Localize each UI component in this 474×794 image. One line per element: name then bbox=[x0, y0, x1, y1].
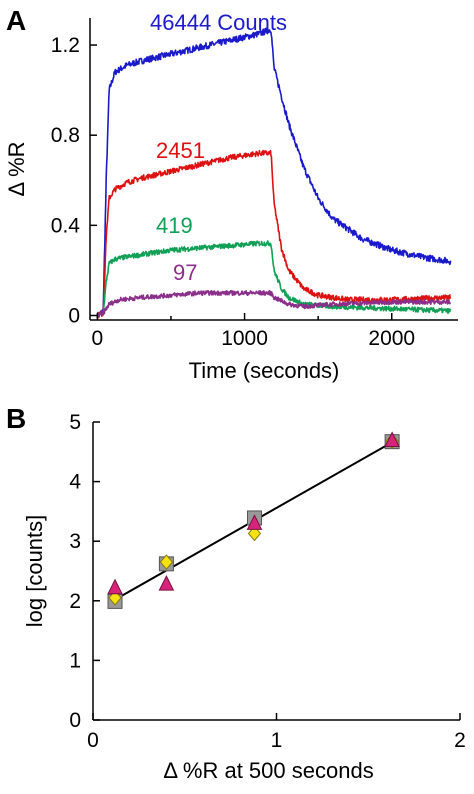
panel-b-triangle-point bbox=[158, 574, 175, 591]
panel-b-x-tick-label: 0 bbox=[87, 729, 99, 752]
panel-a-series-line bbox=[96, 289, 452, 318]
panel-a-traces: 46444 Counts 2451 419 97 bbox=[96, 10, 452, 319]
panel-letter-b: B bbox=[6, 403, 26, 434]
panel-b-x-tick-label: 2 bbox=[454, 729, 466, 752]
panel-a-x-tick-label: 0 bbox=[92, 327, 104, 350]
panel-b-y-tick-label: 3 bbox=[69, 530, 81, 553]
panel-a: A 46444 Counts 2451 419 97 0 0.4 0.8 1.2 0 1000 2… bbox=[4, 5, 458, 383]
panel-b-axes: 0 1 2 3 4 5 0 1 2 bbox=[69, 411, 466, 752]
panel-b-diamond-point bbox=[247, 525, 262, 542]
panel-b-points bbox=[107, 431, 400, 609]
panel-b-x-tick-label: 1 bbox=[271, 729, 283, 752]
panel-b-x-axis-label: Δ %R at 500 seconds bbox=[163, 758, 373, 783]
panel-b-y-tick-label: 4 bbox=[69, 471, 81, 494]
panel-a-y-axis-label: Δ %R bbox=[4, 141, 29, 196]
panel-b-diamond-point bbox=[108, 590, 122, 606]
panel-a-x-tick-label: 2000 bbox=[368, 327, 415, 350]
panel-a-y-tick-label: 0.8 bbox=[51, 124, 80, 147]
panel-a-series-label: 46444 Counts bbox=[150, 10, 287, 35]
panel-a-y-tick-label: 0.4 bbox=[51, 214, 81, 237]
panel-a-x-axis-label: Time (seconds) bbox=[189, 358, 340, 383]
panel-a-axes: 0 0.4 0.8 1.2 0 1000 2000 bbox=[51, 18, 458, 350]
panel-b-triangle-point bbox=[246, 514, 263, 530]
panel-b-triangle-point bbox=[384, 431, 400, 447]
panel-a-x-tick-label: 1000 bbox=[221, 327, 268, 350]
panel-b-triangle-point bbox=[107, 578, 123, 595]
panel-b-y-axis-label: log [counts] bbox=[22, 515, 47, 628]
panel-b: B 0 1 2 3 4 5 0 1 2 Δ %R at 500 seconds log [cou… bbox=[6, 403, 466, 783]
panel-b-y-tick-label: 5 bbox=[69, 411, 81, 434]
panel-a-y-tick-label: 1.2 bbox=[51, 34, 80, 57]
panel-b-y-tick-label: 0 bbox=[69, 709, 81, 732]
panel-b-y-tick-label: 2 bbox=[69, 590, 81, 613]
panel-a-series-label: 419 bbox=[156, 213, 193, 238]
panel-a-series-line bbox=[96, 27, 452, 319]
panel-b-diamond-point bbox=[159, 554, 174, 570]
panel-letter-a: A bbox=[6, 5, 26, 36]
panel-a-series-label: 97 bbox=[173, 260, 197, 285]
panel-a-series-line bbox=[96, 240, 452, 318]
panel-a-series-line bbox=[96, 149, 451, 319]
panel-a-series-label: 2451 bbox=[156, 138, 205, 163]
panel-b-y-tick-label: 1 bbox=[69, 649, 81, 672]
panel-a-y-tick-label: 0 bbox=[68, 304, 80, 327]
